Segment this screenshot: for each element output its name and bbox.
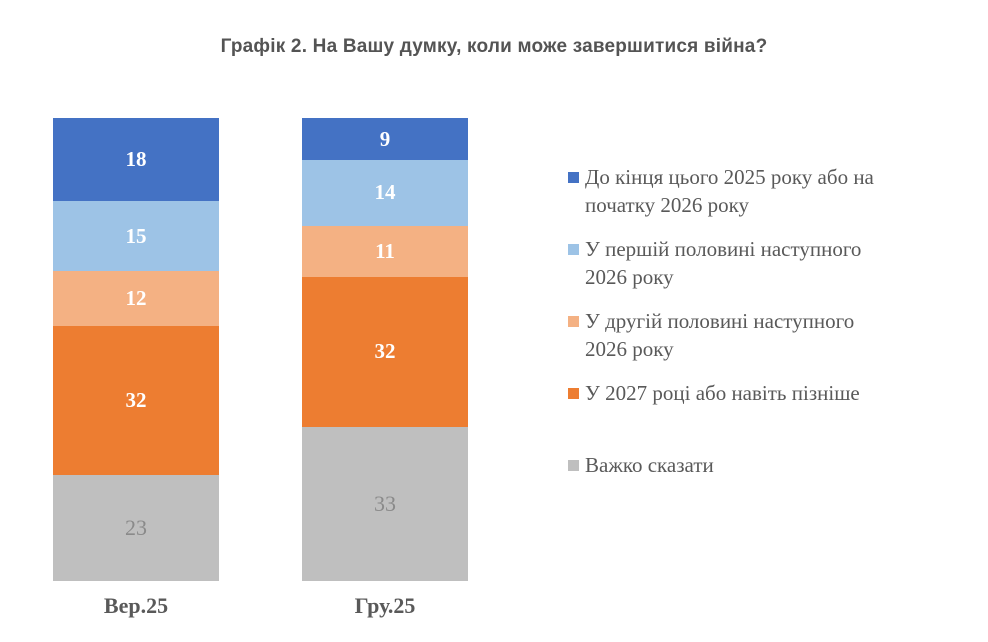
x-axis-label-ver25: Вер.25 — [103, 593, 169, 618]
legend-label: У другій половині наступного 2026 року — [585, 309, 855, 361]
bar-segment: 12 — [53, 270, 219, 327]
legend-label: У 2027 році або навіть пізніше — [585, 381, 860, 405]
segment-value-label: 32 — [125, 387, 147, 412]
chart-title: Графік 2. На Вашу думку, коли може завер… — [220, 36, 768, 57]
x-axis-label-gru25: Гру.25 — [354, 593, 416, 618]
legend-label: До кінця цього 2025 року або на початку … — [585, 165, 874, 217]
legend-label: Важко сказати — [585, 453, 714, 477]
bar-segment: 23 — [53, 474, 219, 581]
bar-segment: 32 — [302, 277, 468, 427]
segment-value-label: 12 — [125, 286, 147, 311]
legend-item: До кінця цього 2025 року або на початку … — [568, 163, 946, 219]
segment-value-label: 15 — [125, 223, 147, 248]
bar-segment: 9 — [302, 118, 468, 161]
segment-value-label: 9 — [379, 126, 391, 151]
bar-segment: 18 — [53, 118, 219, 202]
segment-value-label: 33 — [374, 490, 396, 516]
legend-swatch-icon — [568, 244, 579, 255]
legend-item: У другій половині наступного 2026 року — [568, 307, 946, 363]
legend-item: Важко сказати — [568, 451, 946, 479]
segment-value-label: 18 — [125, 147, 147, 172]
legend-swatch-icon — [568, 460, 579, 471]
bar-column-ver25: 18 15 12 32 23 — [53, 118, 219, 581]
segment-value-label: 23 — [125, 514, 147, 540]
bar-segment: 11 — [302, 225, 468, 277]
bar-segment: 33 — [302, 426, 468, 581]
bar-column-gru25: 9 14 11 32 33 — [302, 118, 468, 581]
legend-swatch-icon — [568, 388, 579, 399]
legend-item: У 2027 році або навіть пізніше — [568, 379, 946, 407]
legend-swatch-icon — [568, 172, 579, 183]
bar-segment: 32 — [53, 326, 219, 475]
segment-value-label: 11 — [375, 238, 395, 263]
bar-segment: 15 — [53, 201, 219, 271]
segment-value-label: 32 — [374, 339, 396, 364]
legend-label: У першій половині наступного 2026 року — [585, 237, 862, 289]
segment-value-label: 14 — [374, 180, 396, 205]
legend: До кінця цього 2025 року або на початку … — [568, 163, 946, 495]
bar-segment: 14 — [302, 160, 468, 226]
legend-item: У першій половині наступного 2026 року — [568, 235, 946, 291]
legend-swatch-icon — [568, 316, 579, 327]
